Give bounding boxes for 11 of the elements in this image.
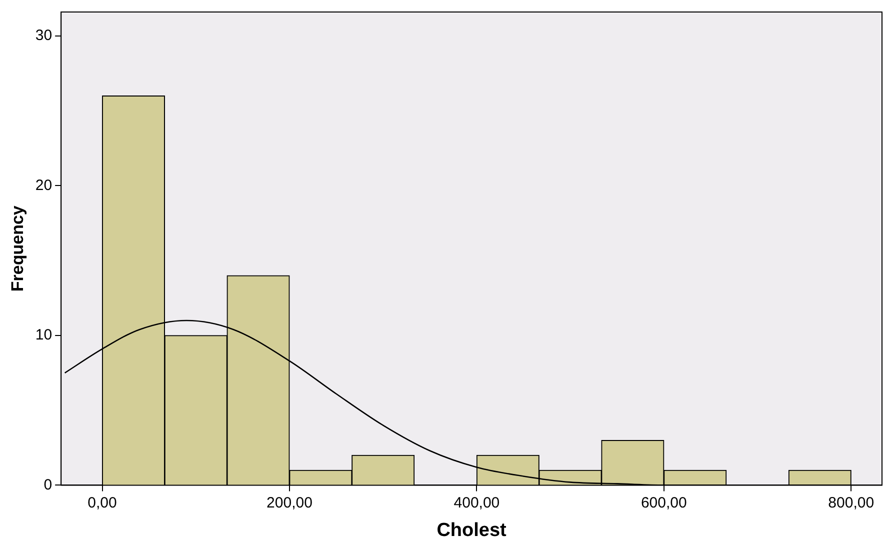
x-tick-label: 600,00 bbox=[640, 494, 687, 512]
x-tick-label: 800,00 bbox=[828, 494, 874, 512]
y-tick-label: 20 bbox=[35, 176, 52, 194]
y-axis-title: Frequency bbox=[8, 205, 27, 292]
y-tick-label: 10 bbox=[35, 326, 52, 344]
x-axis-title: Cholest bbox=[436, 520, 508, 541]
x-tick-label: 0,00 bbox=[88, 494, 117, 512]
x-tick-label: 200,00 bbox=[266, 494, 312, 512]
x-tick-label: 400,00 bbox=[454, 494, 500, 512]
y-tick-label: 0 bbox=[44, 476, 52, 494]
y-tick-label: 30 bbox=[35, 27, 52, 44]
